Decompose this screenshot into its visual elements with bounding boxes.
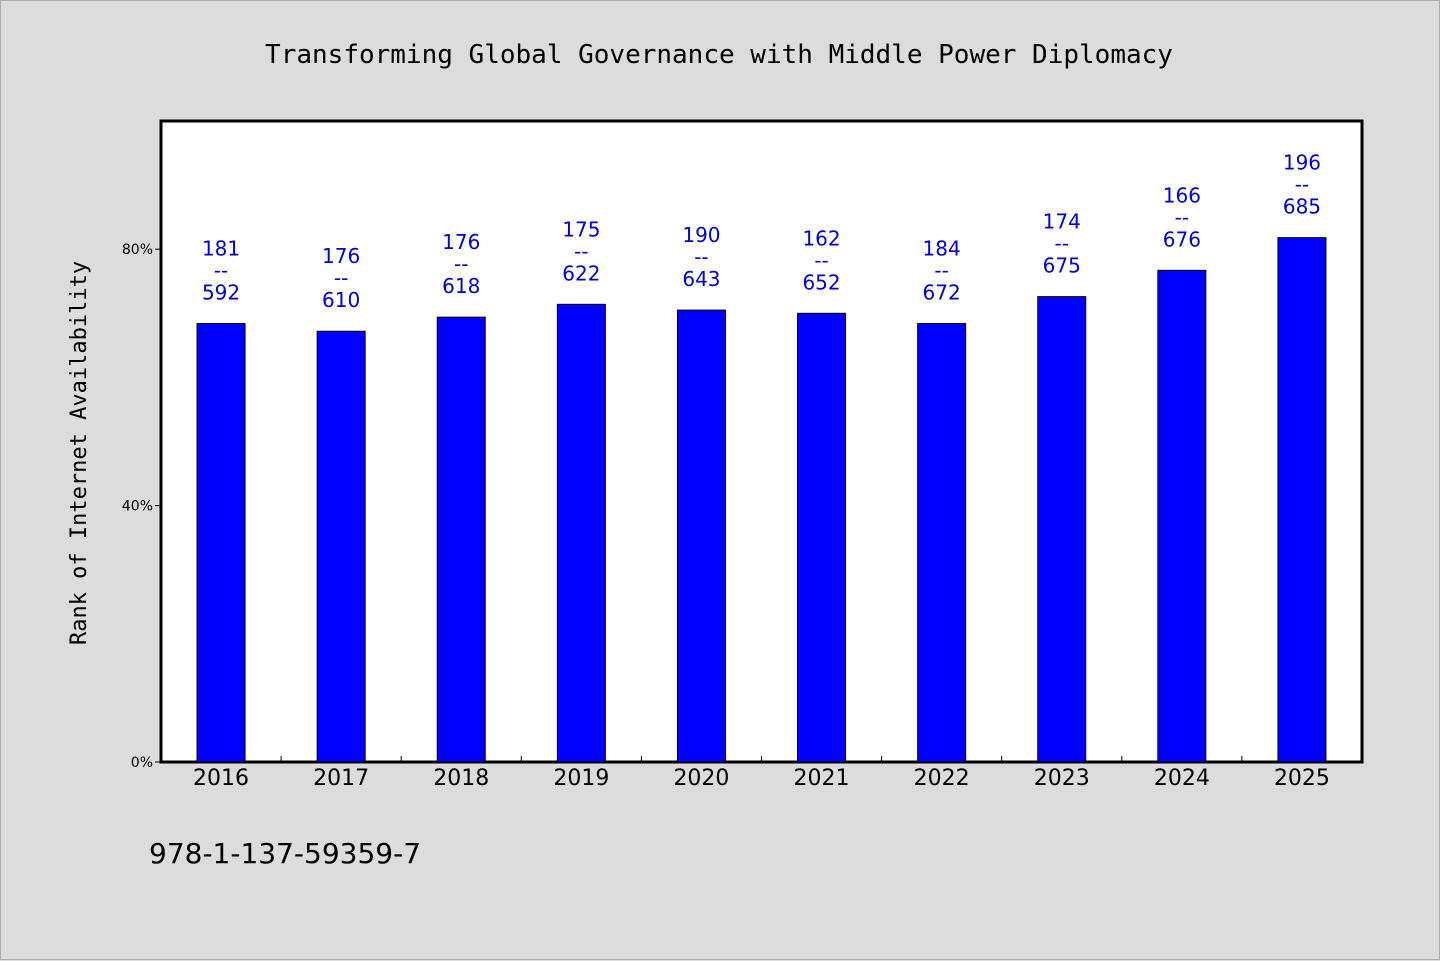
y-tick-label-0%: 0% bbox=[131, 755, 153, 771]
data-label-mid-2024: -- bbox=[1175, 205, 1189, 229]
data-label-bottom-2016: 592 bbox=[202, 281, 240, 305]
data-label-top-2018: 176 bbox=[442, 230, 480, 254]
x-tick-label-2025: 2025 bbox=[1274, 766, 1330, 791]
data-label-top-2021: 162 bbox=[802, 226, 840, 250]
x-tick-label-2022: 2022 bbox=[914, 766, 970, 791]
x-tick-label-2023: 2023 bbox=[1034, 766, 1090, 791]
x-tick-label-2020: 2020 bbox=[673, 766, 729, 791]
data-label-top-2020: 190 bbox=[682, 223, 720, 247]
y-axis: 0% 40% 80% bbox=[122, 242, 161, 771]
data-labels-group: 181--592176--610176--618175--622190--643… bbox=[202, 151, 1321, 313]
data-label-bottom-2023: 675 bbox=[1043, 254, 1081, 278]
data-label-mid-2025: -- bbox=[1295, 173, 1309, 197]
data-label-mid-2016: -- bbox=[214, 259, 228, 283]
x-tick-label-2016: 2016 bbox=[193, 766, 249, 791]
x-tick-label-2018: 2018 bbox=[433, 766, 489, 791]
chart-title: Transforming Global Governance with Midd… bbox=[265, 40, 1173, 70]
data-label-bottom-2024: 676 bbox=[1163, 227, 1201, 251]
data-label-mid-2018: -- bbox=[454, 252, 468, 276]
data-label-top-2017: 176 bbox=[322, 244, 360, 268]
data-label-bottom-2021: 652 bbox=[802, 270, 840, 294]
data-label-mid-2022: -- bbox=[934, 259, 948, 283]
data-label-mid-2023: -- bbox=[1055, 232, 1069, 256]
data-label-top-2016: 181 bbox=[202, 237, 240, 261]
bars-group bbox=[196, 237, 1327, 763]
bar-2021 bbox=[797, 312, 847, 763]
bar-2024 bbox=[1157, 269, 1207, 763]
data-label-mid-2019: -- bbox=[574, 239, 588, 263]
x-axis: 2016 2017 2018 2019 2020 2021 2022 2023 2024 2025 bbox=[193, 756, 1330, 791]
data-label-bottom-2025: 685 bbox=[1283, 195, 1321, 219]
y-axis-label: Rank of Internet Availability bbox=[67, 261, 92, 645]
y-tick-label-40%: 40% bbox=[122, 499, 153, 515]
data-label-mid-2017: -- bbox=[334, 266, 348, 290]
data-label-bottom-2017: 610 bbox=[322, 288, 360, 312]
y-tick-label-80%: 80% bbox=[122, 242, 153, 258]
data-label-top-2019: 175 bbox=[562, 217, 600, 241]
data-label-top-2024: 166 bbox=[1163, 183, 1201, 207]
data-label-bottom-2020: 643 bbox=[682, 267, 720, 291]
bar-2016 bbox=[196, 323, 246, 763]
data-label-bottom-2018: 618 bbox=[442, 274, 480, 298]
x-tick-label-2017: 2017 bbox=[313, 766, 369, 791]
bar-2018 bbox=[436, 316, 486, 763]
data-label-mid-2020: -- bbox=[694, 245, 708, 269]
bar-2019 bbox=[556, 303, 606, 763]
x-tick-label-2021: 2021 bbox=[794, 766, 850, 791]
data-label-bottom-2022: 672 bbox=[923, 281, 961, 305]
bar-2022 bbox=[917, 323, 967, 763]
data-label-top-2022: 184 bbox=[923, 237, 961, 261]
bar-2020 bbox=[676, 309, 726, 763]
data-label-bottom-2019: 622 bbox=[562, 261, 600, 285]
bar-2023 bbox=[1037, 296, 1087, 763]
x-tick-label-2019: 2019 bbox=[553, 766, 609, 791]
bar-2025 bbox=[1277, 237, 1327, 763]
x-tick-label-2024: 2024 bbox=[1154, 766, 1210, 791]
data-label-top-2023: 174 bbox=[1043, 210, 1081, 234]
bar-2017 bbox=[316, 330, 366, 763]
footnote-isbn: 978-1-137-59359-7 bbox=[149, 837, 421, 870]
data-label-top-2025: 196 bbox=[1283, 151, 1321, 175]
data-label-mid-2021: -- bbox=[814, 248, 828, 272]
